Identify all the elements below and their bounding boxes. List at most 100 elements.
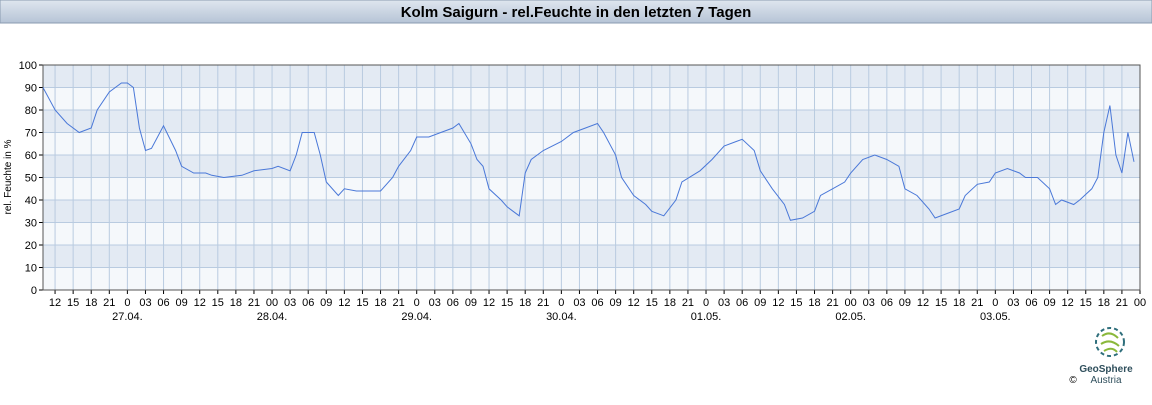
y-tick-label: 20 <box>25 240 37 252</box>
band <box>43 155 1140 178</box>
x-tick-label: 09 <box>899 297 911 309</box>
date-label: 30.04. <box>546 311 577 323</box>
chart-title: Kolm Saigurn - rel.Feuchte in den letzte… <box>401 4 752 21</box>
x-tick-label: 18 <box>808 297 820 309</box>
y-tick-label: 0 <box>31 285 37 297</box>
x-tick-label: 18 <box>374 297 386 309</box>
x-tick-label: 09 <box>465 297 477 309</box>
y-tick-label: 100 <box>19 60 37 72</box>
x-tick-label: 18 <box>1098 297 1110 309</box>
y-tick-label: 30 <box>25 218 37 230</box>
y-tick-label: 40 <box>25 195 37 207</box>
y-tick-label: 10 <box>25 263 37 275</box>
x-tick-label: 18 <box>953 297 965 309</box>
x-tick-label: 12 <box>917 297 929 309</box>
y-tick-label: 80 <box>25 105 37 117</box>
x-tick-label: 03 <box>429 297 441 309</box>
band <box>43 87 1140 110</box>
logo-name: GeoSphere <box>1079 364 1133 375</box>
y-axis-label: rel. Feuchte in % <box>3 139 14 214</box>
x-tick-label: 06 <box>881 297 893 309</box>
y-tick-label: 90 <box>25 83 37 95</box>
band <box>43 222 1140 245</box>
x-tick-label: 0 <box>992 297 998 309</box>
x-tick-label: 0 <box>124 297 130 309</box>
x-tick-label: 09 <box>1043 297 1055 309</box>
logo-icon <box>1100 332 1120 353</box>
copyright: © <box>1069 375 1077 386</box>
x-tick-label: 18 <box>664 297 676 309</box>
y-tick-label: 70 <box>25 128 37 140</box>
date-label: 29.04. <box>401 311 432 323</box>
x-tick-label: 18 <box>519 297 531 309</box>
x-tick-label: 03 <box>284 297 296 309</box>
x-tick-label: 18 <box>85 297 97 309</box>
x-tick-label: 21 <box>103 297 115 309</box>
logo-sub: Austria <box>1090 375 1122 386</box>
logo-icon <box>1095 327 1125 357</box>
x-tick-label: 06 <box>591 297 603 309</box>
x-tick-label: 15 <box>67 297 79 309</box>
x-tick-label: 00 <box>266 297 278 309</box>
title-bar <box>0 0 1152 24</box>
x-tick-label: 12 <box>49 297 61 309</box>
x-tick-label: 06 <box>736 297 748 309</box>
x-tick-label: 15 <box>212 297 224 309</box>
x-tick-label: 00 <box>1134 297 1146 309</box>
date-label: 27.04. <box>112 311 143 323</box>
x-tick-label: 21 <box>537 297 549 309</box>
x-tick-label: 12 <box>483 297 495 309</box>
x-tick-label: 21 <box>1116 297 1128 309</box>
x-tick-label: 03 <box>573 297 585 309</box>
line <box>42 82 1135 221</box>
x-tick-label: 21 <box>682 297 694 309</box>
x-tick-label: 15 <box>935 297 947 309</box>
x-tick-label: 21 <box>392 297 404 309</box>
band <box>43 177 1140 200</box>
band <box>43 267 1140 290</box>
band <box>43 200 1140 223</box>
x-tick-label: 12 <box>338 297 350 309</box>
x-tick-label: 15 <box>501 297 513 309</box>
x-tick-label: 09 <box>754 297 766 309</box>
date-label: 03.05. <box>980 311 1011 323</box>
x-tick-label: 03 <box>863 297 875 309</box>
x-tick-label: 15 <box>790 297 802 309</box>
x-tick-label: 12 <box>772 297 784 309</box>
plot-frame <box>42 64 1141 291</box>
x-tick-label: 09 <box>609 297 621 309</box>
band <box>43 132 1140 155</box>
x-tick-label: 03 <box>139 297 151 309</box>
y-tick-label: 50 <box>25 173 37 185</box>
x-tick-label: 06 <box>447 297 459 309</box>
x-tick-label: 12 <box>1062 297 1074 309</box>
x-tick-label: 09 <box>176 297 188 309</box>
date-label: 28.04. <box>257 311 288 323</box>
date-label: 01.05. <box>691 311 722 323</box>
x-tick-label: 21 <box>248 297 260 309</box>
x-tick-label: 21 <box>971 297 983 309</box>
x-tick-label: 06 <box>302 297 314 309</box>
x-tick-label: 0 <box>414 297 420 309</box>
x-tick-label: 12 <box>628 297 640 309</box>
band <box>43 245 1140 268</box>
x-tick-label: 15 <box>646 297 658 309</box>
x-tick-label: 0 <box>703 297 709 309</box>
x-tick-label: 12 <box>194 297 206 309</box>
x-tick-label: 09 <box>320 297 332 309</box>
x-tick-label: 15 <box>356 297 368 309</box>
band <box>43 110 1140 133</box>
x-tick-label: 15 <box>1080 297 1092 309</box>
x-tick-label: 18 <box>230 297 242 309</box>
x-tick-label: 03 <box>1007 297 1019 309</box>
x-tick-label: 06 <box>1025 297 1037 309</box>
logo <box>1095 327 1125 357</box>
x-tick-label: 06 <box>157 297 169 309</box>
date-label: 02.05. <box>835 311 866 323</box>
band <box>43 65 1140 88</box>
x-tick-label: 00 <box>845 297 857 309</box>
y-tick-label: 60 <box>25 150 37 162</box>
x-tick-label: 21 <box>826 297 838 309</box>
x-tick-label: 0 <box>558 297 564 309</box>
